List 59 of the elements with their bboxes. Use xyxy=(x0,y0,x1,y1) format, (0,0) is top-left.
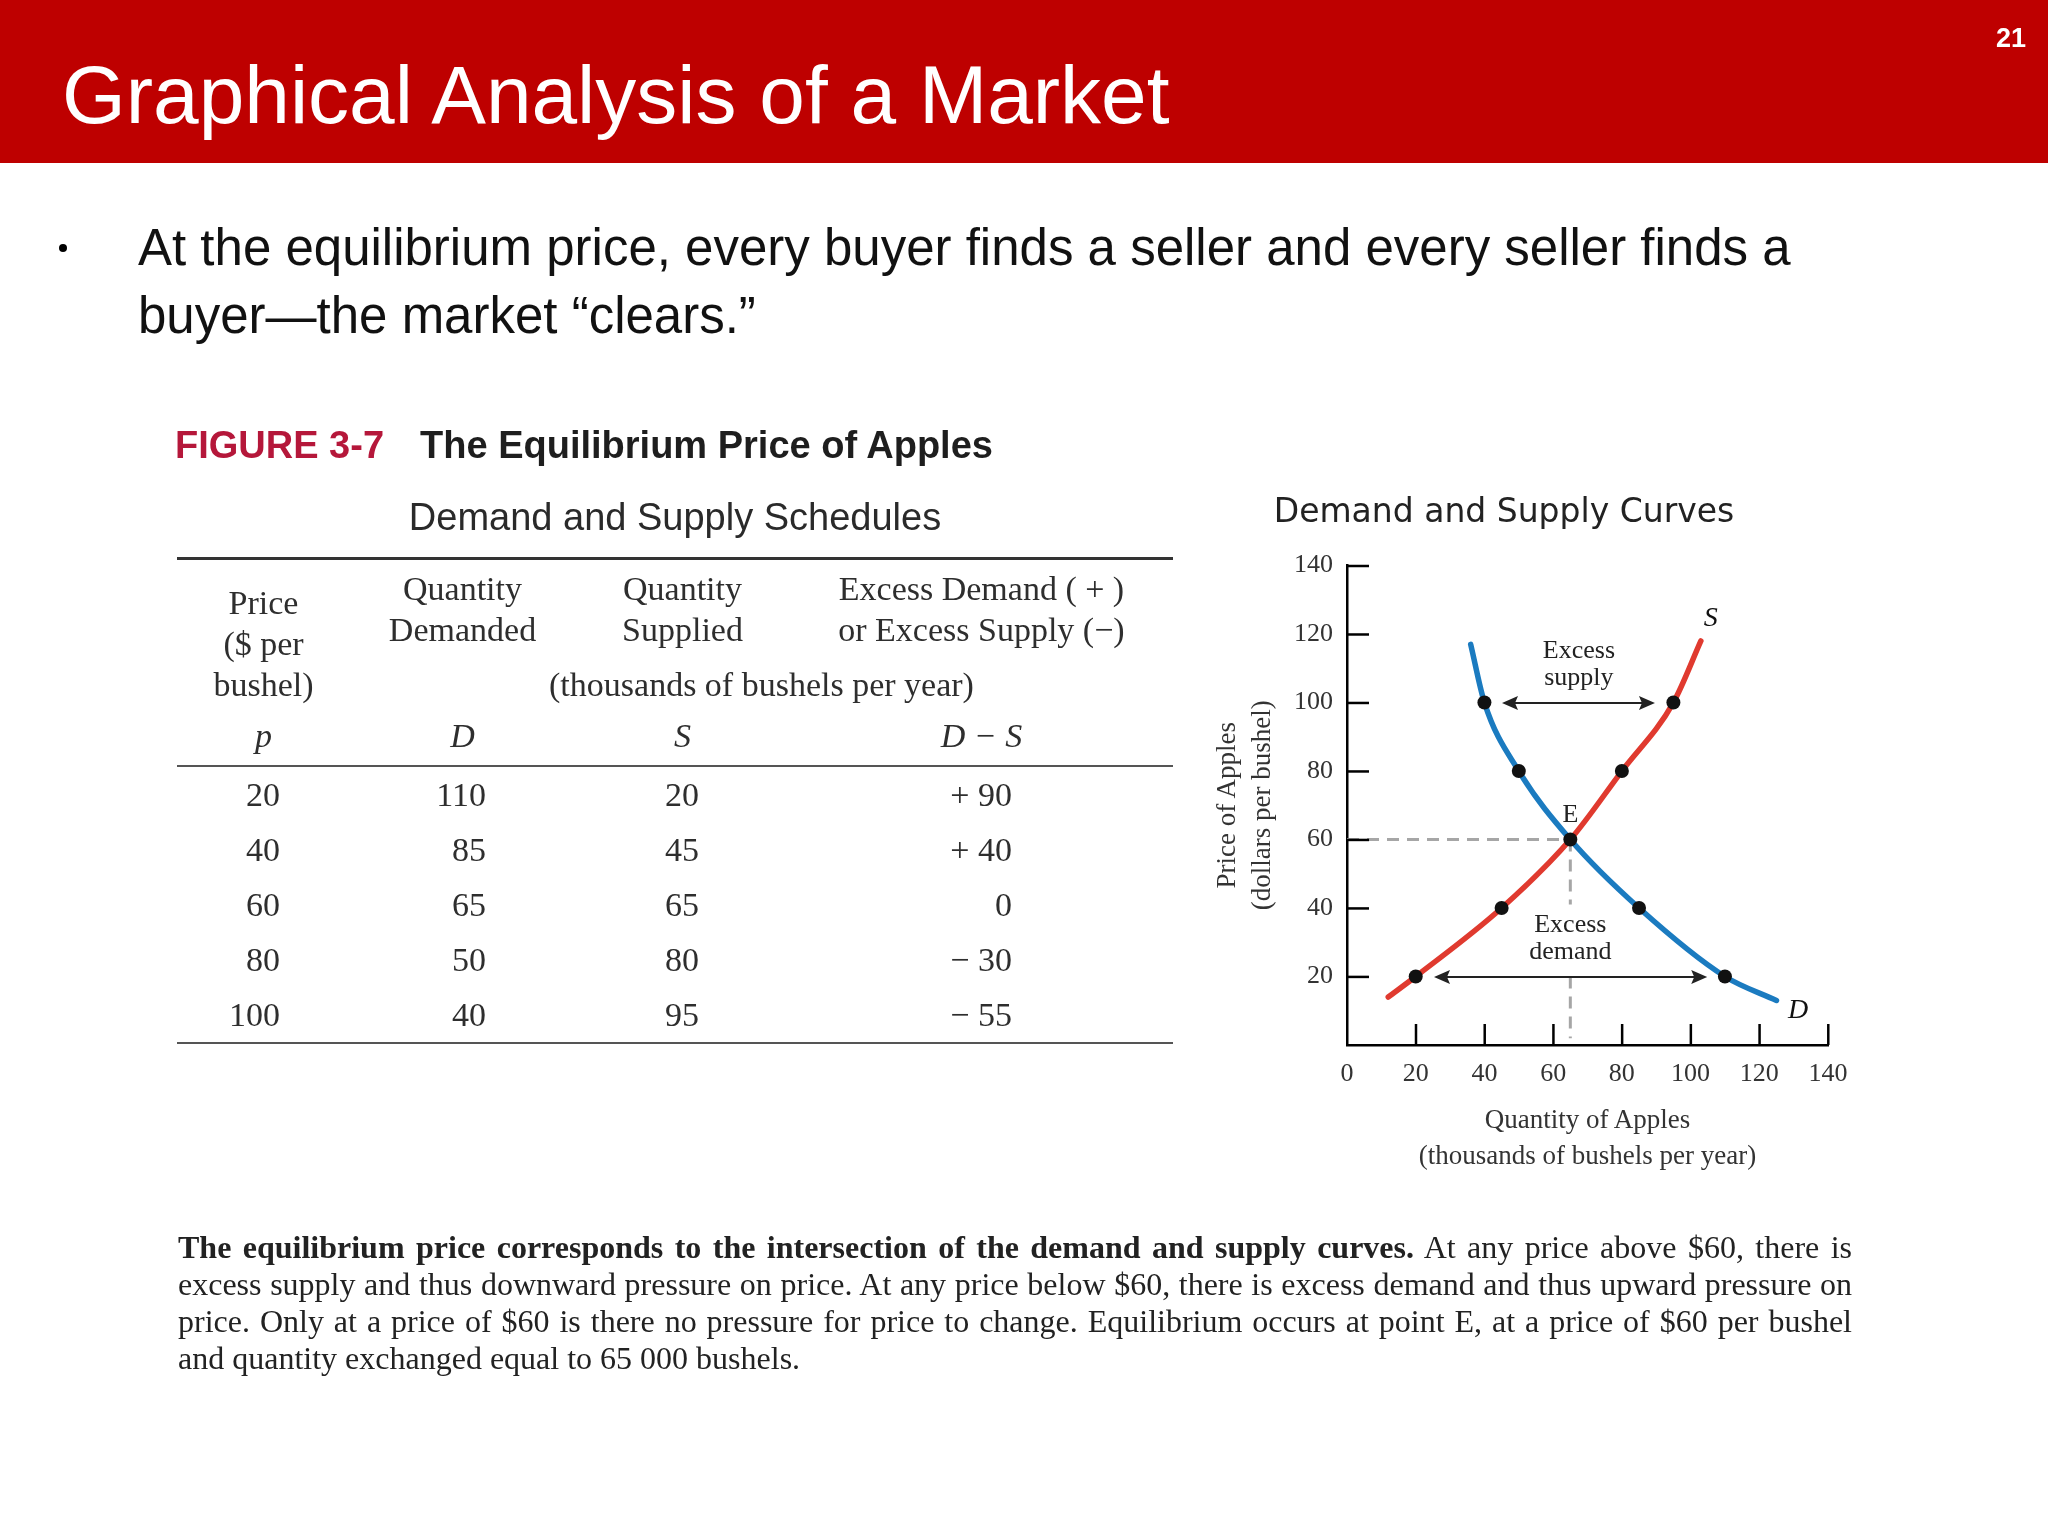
data-label: 65 xyxy=(451,884,487,925)
data-label: + 40 xyxy=(949,829,1013,870)
data-label: 0 xyxy=(994,884,1013,925)
x-tick-label: 0 xyxy=(1340,1058,1354,1088)
x-tick-label: 80 xyxy=(1608,1058,1635,1088)
y-axis-title: Price of Apples (dollars per bushel) xyxy=(1210,700,1276,911)
text: p xyxy=(252,716,273,756)
text: D − S xyxy=(939,716,1024,756)
category-label: Quantity Supplied xyxy=(621,569,744,650)
data-label: 100 xyxy=(228,994,281,1035)
y-tick-label: 140 xyxy=(1294,549,1333,579)
category-label: Price ($ per bushel) xyxy=(212,583,315,705)
y-tick-label: 40 xyxy=(1307,891,1333,921)
series-label: S xyxy=(1703,601,1718,633)
data-label: − 30 xyxy=(949,939,1013,980)
y-tick-label: 80 xyxy=(1307,754,1333,784)
caption: FIGURE 3-7 xyxy=(175,424,385,466)
text: The Equilibrium Price of Apples xyxy=(420,424,993,466)
x-tick-label: 60 xyxy=(1540,1058,1567,1088)
data-label: 80 xyxy=(664,939,700,980)
category-label: Excess Demand ( + ) or Excess Supply (−) xyxy=(837,569,1126,650)
chart-title: Demand and Supply Curves xyxy=(1273,491,1735,531)
x-axis-title: Quantity of Apples (thousands of bushels per year) xyxy=(1418,1104,1757,1170)
data-label: 20 xyxy=(664,774,700,815)
text: S xyxy=(673,716,692,756)
text: Graphical Analysis of a Market xyxy=(62,48,1170,142)
x-tick-label: 20 xyxy=(1402,1058,1429,1088)
text: D xyxy=(449,716,476,756)
data-label: 85 xyxy=(451,829,487,870)
text: (thousands of bushels per year) xyxy=(548,665,975,705)
y-tick-label: 100 xyxy=(1294,686,1333,716)
data-label: 40 xyxy=(451,994,487,1035)
data-label: − 55 xyxy=(949,994,1013,1035)
category-label: Quantity Demanded xyxy=(387,569,538,650)
annotation: Excess supply xyxy=(1542,634,1616,691)
x-tick-label: 40 xyxy=(1471,1058,1498,1088)
data-label: 45 xyxy=(664,829,700,870)
data-label: 80 xyxy=(245,939,281,980)
data-label: 60 xyxy=(245,884,281,925)
text: At the equilibrium price, every buyer finds a seller and every seller finds a buyer—the market “clears.” xyxy=(138,218,1792,346)
series-label: D xyxy=(1787,992,1809,1024)
y-tick-label: 20 xyxy=(1307,960,1333,990)
annotation: Excess demand xyxy=(1529,908,1612,965)
data-label: 110 xyxy=(435,774,487,815)
data-label: 40 xyxy=(245,829,281,870)
data-label: 95 xyxy=(664,994,700,1035)
x-tick-label: 140 xyxy=(1808,1058,1848,1088)
data-label: 20 xyxy=(245,774,281,815)
annotation: E xyxy=(1562,798,1579,828)
x-tick-label: 120 xyxy=(1739,1058,1779,1088)
text: The equilibrium price corresponds to the intersection of the demand and supply curves. xyxy=(178,1229,1414,1265)
data-label: 65 xyxy=(664,884,700,925)
y-tick-label: 120 xyxy=(1294,617,1333,647)
data-label: 50 xyxy=(451,939,487,980)
text: Demand and Supply Schedules xyxy=(407,495,943,540)
text: 21 xyxy=(1995,22,2026,55)
data-label: + 90 xyxy=(949,774,1013,815)
y-tick-label: 60 xyxy=(1307,823,1333,853)
x-tick-label: 100 xyxy=(1671,1058,1711,1088)
